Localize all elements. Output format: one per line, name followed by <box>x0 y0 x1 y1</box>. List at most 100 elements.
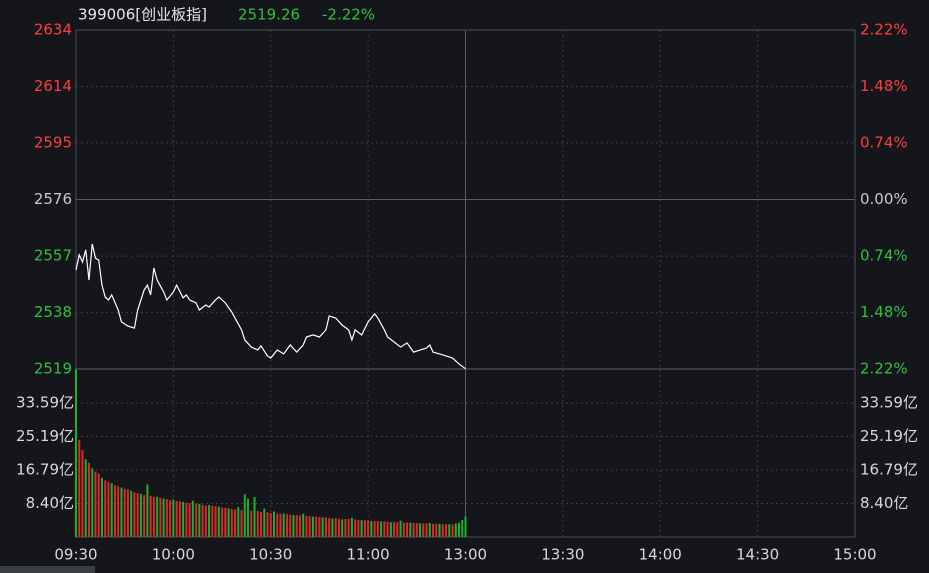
volume-bar <box>208 505 211 537</box>
x-tick-label: 15:00 <box>833 546 876 564</box>
volume-bar <box>139 493 142 537</box>
volume-bar <box>425 523 428 537</box>
volume-bar <box>162 498 165 537</box>
volume-tick-label: 33.59亿 <box>16 393 74 411</box>
volume-bar <box>386 521 389 537</box>
volume-bar <box>240 509 243 537</box>
volume-bar <box>438 523 441 537</box>
volume-bar <box>243 494 246 537</box>
volume-bar <box>448 524 451 537</box>
volume-bar <box>298 515 301 537</box>
volume-bar <box>454 523 457 537</box>
volume-bar <box>295 515 298 537</box>
volume-tick-label-right: 16.79亿 <box>860 460 918 478</box>
volume-bar <box>389 522 392 537</box>
volume-bar <box>211 505 214 537</box>
x-tick-label: 11:00 <box>347 546 390 564</box>
y-tick-label: 2519 <box>34 360 72 378</box>
volume-tick-label: 16.79亿 <box>16 460 74 478</box>
volume-bar <box>136 493 139 537</box>
volume-bar <box>221 507 224 537</box>
volume-bar <box>175 501 178 537</box>
volume-bar <box>78 440 81 537</box>
volume-bar <box>250 510 253 537</box>
volume-bar <box>143 495 146 537</box>
price-line <box>75 243 466 370</box>
volume-bar <box>451 524 454 537</box>
volume-bar <box>331 518 334 537</box>
volume-bar <box>224 507 227 537</box>
volume-bar <box>107 481 110 537</box>
volume-bar <box>376 521 379 537</box>
x-tick-label: 13:30 <box>541 546 584 564</box>
x-tick-label: 10:00 <box>152 546 195 564</box>
volume-bar <box>419 523 422 537</box>
volume-bar <box>396 522 399 537</box>
volume-bar <box>461 519 464 537</box>
y-tick-label: 2634 <box>34 21 72 39</box>
volume-bar <box>292 515 295 537</box>
volume-bar <box>409 522 412 537</box>
volume-bar <box>318 517 321 537</box>
volume-bar <box>412 523 415 537</box>
volume-bar <box>402 522 405 537</box>
volume-bar <box>363 520 366 537</box>
volume-bar <box>165 499 168 537</box>
y2-tick-label: 0.74% <box>860 247 908 265</box>
volume-bar <box>302 513 305 537</box>
volume-bar <box>191 500 194 537</box>
volume-bar <box>305 515 308 537</box>
volume-bar <box>370 521 373 537</box>
volume-bar <box>260 511 263 537</box>
volume-bar <box>269 513 272 537</box>
y2-tick-label: 0.00% <box>860 190 908 208</box>
volume-bar <box>435 523 438 537</box>
y2-tick-label: 2.22% <box>860 360 908 378</box>
volume-bar <box>367 520 370 537</box>
volume-bar <box>188 503 191 537</box>
volume-bar <box>357 519 360 537</box>
volume-bar <box>256 511 259 537</box>
volume-bar <box>117 486 120 537</box>
volume-bar <box>201 504 204 537</box>
volume-bar <box>87 462 90 537</box>
volume-bar <box>100 477 103 537</box>
volume-bar <box>237 507 240 537</box>
y-tick-label: 2576 <box>34 190 72 208</box>
volume-bar <box>156 496 159 537</box>
volume-bar <box>334 518 337 537</box>
y2-tick-label: 1.48% <box>860 303 908 321</box>
volume-bar <box>393 521 396 537</box>
volume-bar <box>178 501 181 537</box>
volume-bar <box>247 498 250 537</box>
last-price: 2519.26 <box>238 6 300 24</box>
volume-bar <box>276 513 279 537</box>
y-tick-label: 2538 <box>34 303 72 321</box>
volume-bar <box>458 522 461 537</box>
y2-tick-label: 2.22% <box>860 21 908 39</box>
y-tick-label: 2595 <box>34 133 72 151</box>
volume-bar <box>428 523 431 537</box>
y2-tick-label: 0.74% <box>860 134 908 152</box>
volume-bar <box>204 505 207 537</box>
scrollbar <box>0 566 95 573</box>
volume-bar <box>337 518 340 537</box>
volume-bar <box>406 522 409 537</box>
volume-bar <box>399 520 402 537</box>
volume-bar <box>130 490 133 537</box>
volume-bar <box>383 521 386 537</box>
x-tick-label: 14:00 <box>639 546 682 564</box>
volume-bar <box>360 520 363 537</box>
x-tick-label: 13:00 <box>444 546 487 564</box>
volume-bar <box>146 484 149 537</box>
volume-bar <box>324 517 327 537</box>
volume-bar <box>169 500 172 537</box>
volume-bar <box>263 508 266 537</box>
volume-bar <box>198 503 201 537</box>
volume-bar <box>311 516 314 537</box>
volume-bar <box>308 516 311 537</box>
volume-bar <box>182 501 185 537</box>
volume-tick-label: 25.19亿 <box>16 427 74 445</box>
volume-bar <box>149 495 152 537</box>
